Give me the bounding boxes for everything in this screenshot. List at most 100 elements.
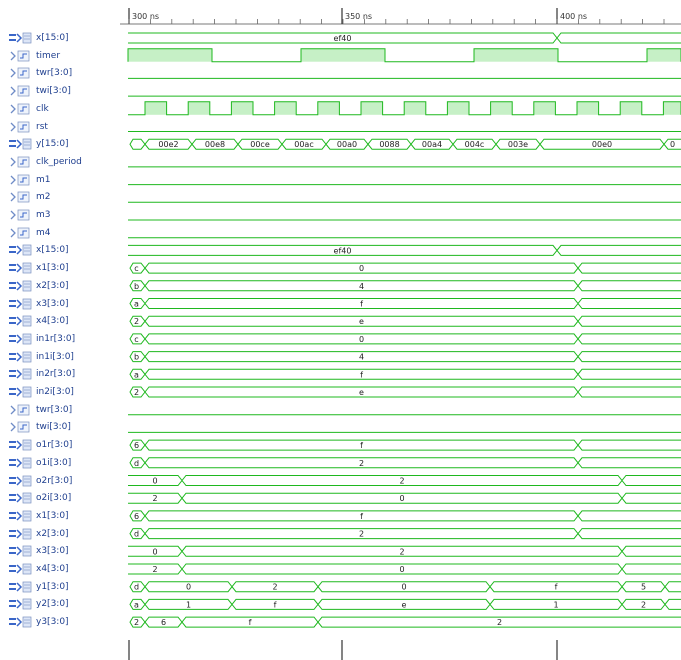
signal-row-label[interactable]: twr[3:0] bbox=[8, 65, 72, 82]
signal-row-label[interactable]: twi[3:0] bbox=[8, 83, 71, 100]
bus-segment bbox=[577, 457, 681, 469]
signal-name: o2r[3:0] bbox=[36, 475, 73, 486]
signal-name: x[15:0] bbox=[36, 33, 69, 43]
wire-signal-icon bbox=[8, 191, 32, 203]
bus-value-label: 0 bbox=[670, 140, 675, 149]
clock-high-fill bbox=[301, 48, 385, 62]
signal-row-label[interactable]: twi[3:0] bbox=[8, 419, 71, 436]
bus-value-label: 1 bbox=[553, 600, 558, 609]
wire-signal-icon bbox=[8, 103, 32, 115]
signal-name: y[15:0] bbox=[36, 139, 69, 150]
signal-row-label[interactable]: y1[3:0] bbox=[8, 578, 69, 595]
signal-row-label[interactable]: clk bbox=[8, 100, 49, 117]
bus-value-label: 0 bbox=[152, 547, 157, 556]
signal-row-label[interactable]: in1r[3:0] bbox=[8, 330, 75, 347]
bus-value-label: 2 bbox=[399, 477, 404, 486]
bus-value-label: 00e0 bbox=[592, 140, 612, 149]
bus-value-label: 6 bbox=[134, 441, 139, 450]
bus-value-label: 2 bbox=[497, 618, 502, 627]
bus-segment bbox=[577, 351, 681, 363]
signal-name: x2[3:0] bbox=[36, 528, 69, 539]
clock-high-fill bbox=[274, 101, 297, 115]
bus-value-label: 0 bbox=[359, 264, 364, 273]
bus-signal-icon bbox=[8, 598, 32, 610]
signal-name: m3 bbox=[36, 210, 51, 220]
signal-row-label[interactable]: m1 bbox=[8, 171, 51, 188]
signal-row-label[interactable]: in2i[3:0] bbox=[8, 384, 74, 401]
wire-signal-icon bbox=[8, 67, 32, 79]
signal-row-label[interactable]: y3[3:0] bbox=[8, 614, 69, 631]
bus-value-label: 0 bbox=[186, 583, 191, 592]
bus-value-label: 00a4 bbox=[422, 140, 442, 149]
bus-value-label: f bbox=[360, 441, 363, 450]
clock-high-fill bbox=[647, 48, 681, 62]
signal-row-label[interactable]: x2[3:0] bbox=[8, 277, 69, 294]
bus-value-label: 2 bbox=[134, 317, 139, 326]
signal-row-label[interactable]: x4[3:0] bbox=[8, 561, 69, 578]
signal-row-label[interactable]: y2[3:0] bbox=[8, 596, 69, 613]
wire-signal-icon bbox=[8, 85, 32, 97]
bus-value-label: 00ce bbox=[250, 140, 270, 149]
signal-row-label[interactable]: o1i[3:0] bbox=[8, 454, 71, 471]
signal-name: x4[3:0] bbox=[36, 316, 69, 327]
signal-name: x3[3:0] bbox=[36, 546, 69, 557]
clock-high-fill bbox=[663, 101, 681, 115]
signal-row-label[interactable]: y[15:0] bbox=[8, 136, 69, 153]
clock-high-fill bbox=[404, 101, 426, 115]
bus-value-label: d bbox=[134, 583, 139, 592]
wire-signal-icon bbox=[8, 404, 32, 416]
signal-row-label[interactable]: in1i[3:0] bbox=[8, 348, 74, 365]
signal-name: twi[3:0] bbox=[36, 422, 71, 433]
signal-row-label[interactable]: x2[3:0] bbox=[8, 525, 69, 542]
signal-row-label[interactable]: o2r[3:0] bbox=[8, 472, 72, 489]
bus-value-label: a bbox=[134, 300, 139, 309]
signal-row-label[interactable]: o2i[3:0] bbox=[8, 490, 71, 507]
signal-row-label[interactable]: clk_period bbox=[8, 153, 82, 170]
signal-row-label[interactable]: x1[3:0] bbox=[8, 260, 69, 277]
signal-row-label[interactable]: x[15:0] bbox=[8, 30, 69, 47]
bus-value-label: 0088 bbox=[379, 140, 399, 149]
bus-segment bbox=[556, 244, 681, 256]
bus-value-label: 4 bbox=[359, 282, 364, 291]
bus-value-label: ef40 bbox=[334, 246, 352, 255]
bus-value-label: 2 bbox=[359, 459, 364, 468]
bus-signal-icon bbox=[8, 457, 32, 469]
bus-value-label: 003e bbox=[508, 140, 528, 149]
signal-name: m2 bbox=[36, 192, 51, 203]
signal-name: x3[3:0] bbox=[36, 298, 69, 309]
bus-signal-icon bbox=[8, 280, 32, 292]
bus-value-label: 0 bbox=[152, 477, 157, 486]
bus-value-label: 6 bbox=[134, 512, 139, 521]
bus-segment bbox=[577, 315, 681, 327]
bus-value-label: 00e2 bbox=[158, 140, 178, 149]
bus-value-label: f bbox=[360, 370, 363, 379]
signal-row-label[interactable]: in2r[3:0] bbox=[8, 366, 75, 383]
bus-signal-icon bbox=[8, 528, 32, 540]
signal-row-label[interactable]: o1r[3:0] bbox=[8, 437, 72, 454]
signal-name: in2r[3:0] bbox=[36, 369, 76, 380]
bus-segment bbox=[577, 368, 681, 380]
clock-high-fill bbox=[231, 101, 253, 115]
bus-segment bbox=[621, 545, 681, 557]
signal-name: x[15:0] bbox=[36, 245, 69, 256]
signal-name: x2[3:0] bbox=[36, 280, 69, 291]
bus-value-label: 00a0 bbox=[337, 140, 357, 149]
signal-name: twi[3:0] bbox=[36, 86, 71, 97]
bus-segment bbox=[664, 598, 681, 610]
signal-row-label[interactable]: x3[3:0] bbox=[8, 543, 69, 560]
bus-signal-icon bbox=[8, 386, 32, 398]
signal-row-label[interactable]: m4 bbox=[8, 224, 51, 241]
clock-high-fill bbox=[317, 101, 340, 115]
signal-name: clk bbox=[36, 103, 49, 114]
signal-row-label[interactable]: m3 bbox=[8, 207, 51, 224]
bus-value-label: 0 bbox=[359, 335, 364, 344]
signal-row-label[interactable]: x3[3:0] bbox=[8, 295, 69, 312]
signal-row-label[interactable]: twr[3:0] bbox=[8, 401, 72, 418]
signal-row-label[interactable]: rst bbox=[8, 118, 48, 135]
signal-row-label[interactable]: x[15:0] bbox=[8, 242, 69, 259]
signal-row-label[interactable]: x4[3:0] bbox=[8, 313, 69, 330]
bus-value-label: d bbox=[134, 459, 139, 468]
signal-row-label[interactable]: timer bbox=[8, 47, 60, 64]
signal-row-label[interactable]: m2 bbox=[8, 189, 51, 206]
signal-row-label[interactable]: x1[3:0] bbox=[8, 507, 69, 524]
